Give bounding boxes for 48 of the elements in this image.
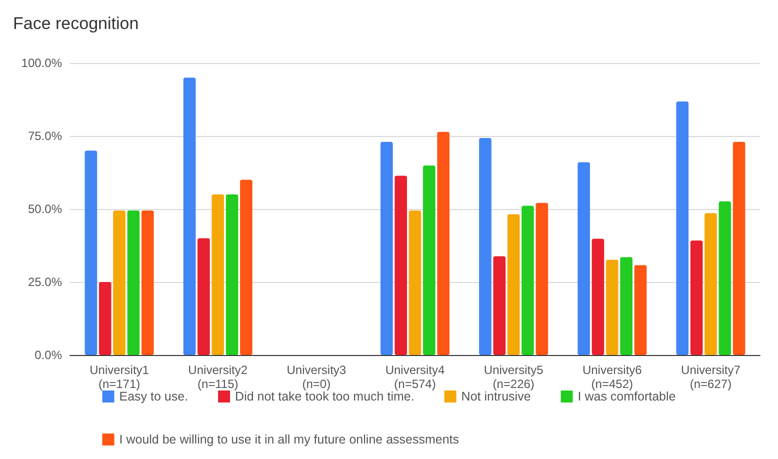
bar [620, 257, 632, 355]
bar [198, 238, 210, 355]
x-tick-label: University3 (n=0) [286, 363, 346, 391]
bar [408, 210, 422, 355]
bar [226, 194, 238, 355]
bar [394, 176, 407, 355]
bar [704, 213, 717, 355]
x-tick-label: University2 (n=115) [188, 363, 248, 391]
bar [578, 162, 590, 355]
bar [493, 256, 506, 355]
bar [718, 201, 732, 355]
y-tick-label: 25.0% [28, 275, 62, 289]
legend-label: Not intrusive [461, 390, 531, 404]
y-tick-label: 50.0% [28, 202, 62, 216]
bar [437, 132, 450, 355]
bar [240, 180, 252, 355]
x-tick-label: University6 (n=452) [582, 363, 642, 391]
bar [127, 210, 140, 355]
bar [676, 102, 689, 355]
bar [634, 265, 647, 355]
bar [113, 210, 126, 355]
bar [507, 214, 520, 355]
bar [212, 194, 224, 355]
x-tick-label: University1 (n=171) [90, 363, 150, 391]
bar [690, 240, 703, 355]
bar [606, 260, 618, 355]
bar [183, 78, 196, 355]
bar [84, 150, 98, 355]
legend-label: I was comfortable [578, 390, 676, 404]
y-tick-label: 75.0% [28, 129, 62, 143]
bar [423, 165, 436, 355]
bar [141, 210, 154, 355]
x-tick-label: University5 (n=226) [484, 363, 544, 391]
bar [536, 202, 548, 355]
chart-title: Face recognition [13, 14, 139, 33]
bar [732, 142, 746, 355]
legend-label: Easy to use. [119, 390, 188, 404]
bar [592, 238, 604, 355]
bar [380, 142, 393, 355]
legend-label: Did not take took too much time. [235, 390, 414, 404]
x-tick-label: University4 (n=574) [385, 363, 445, 391]
bar [98, 282, 112, 355]
x-tick-label: University7 (n=627) [681, 363, 741, 391]
y-tick-label: 0.0% [34, 348, 62, 362]
legend-label: I would be willing to use it in all my future online assessments [119, 432, 460, 446]
bar [479, 138, 492, 355]
y-tick-label: 100.0% [21, 56, 62, 70]
bar [522, 206, 534, 355]
